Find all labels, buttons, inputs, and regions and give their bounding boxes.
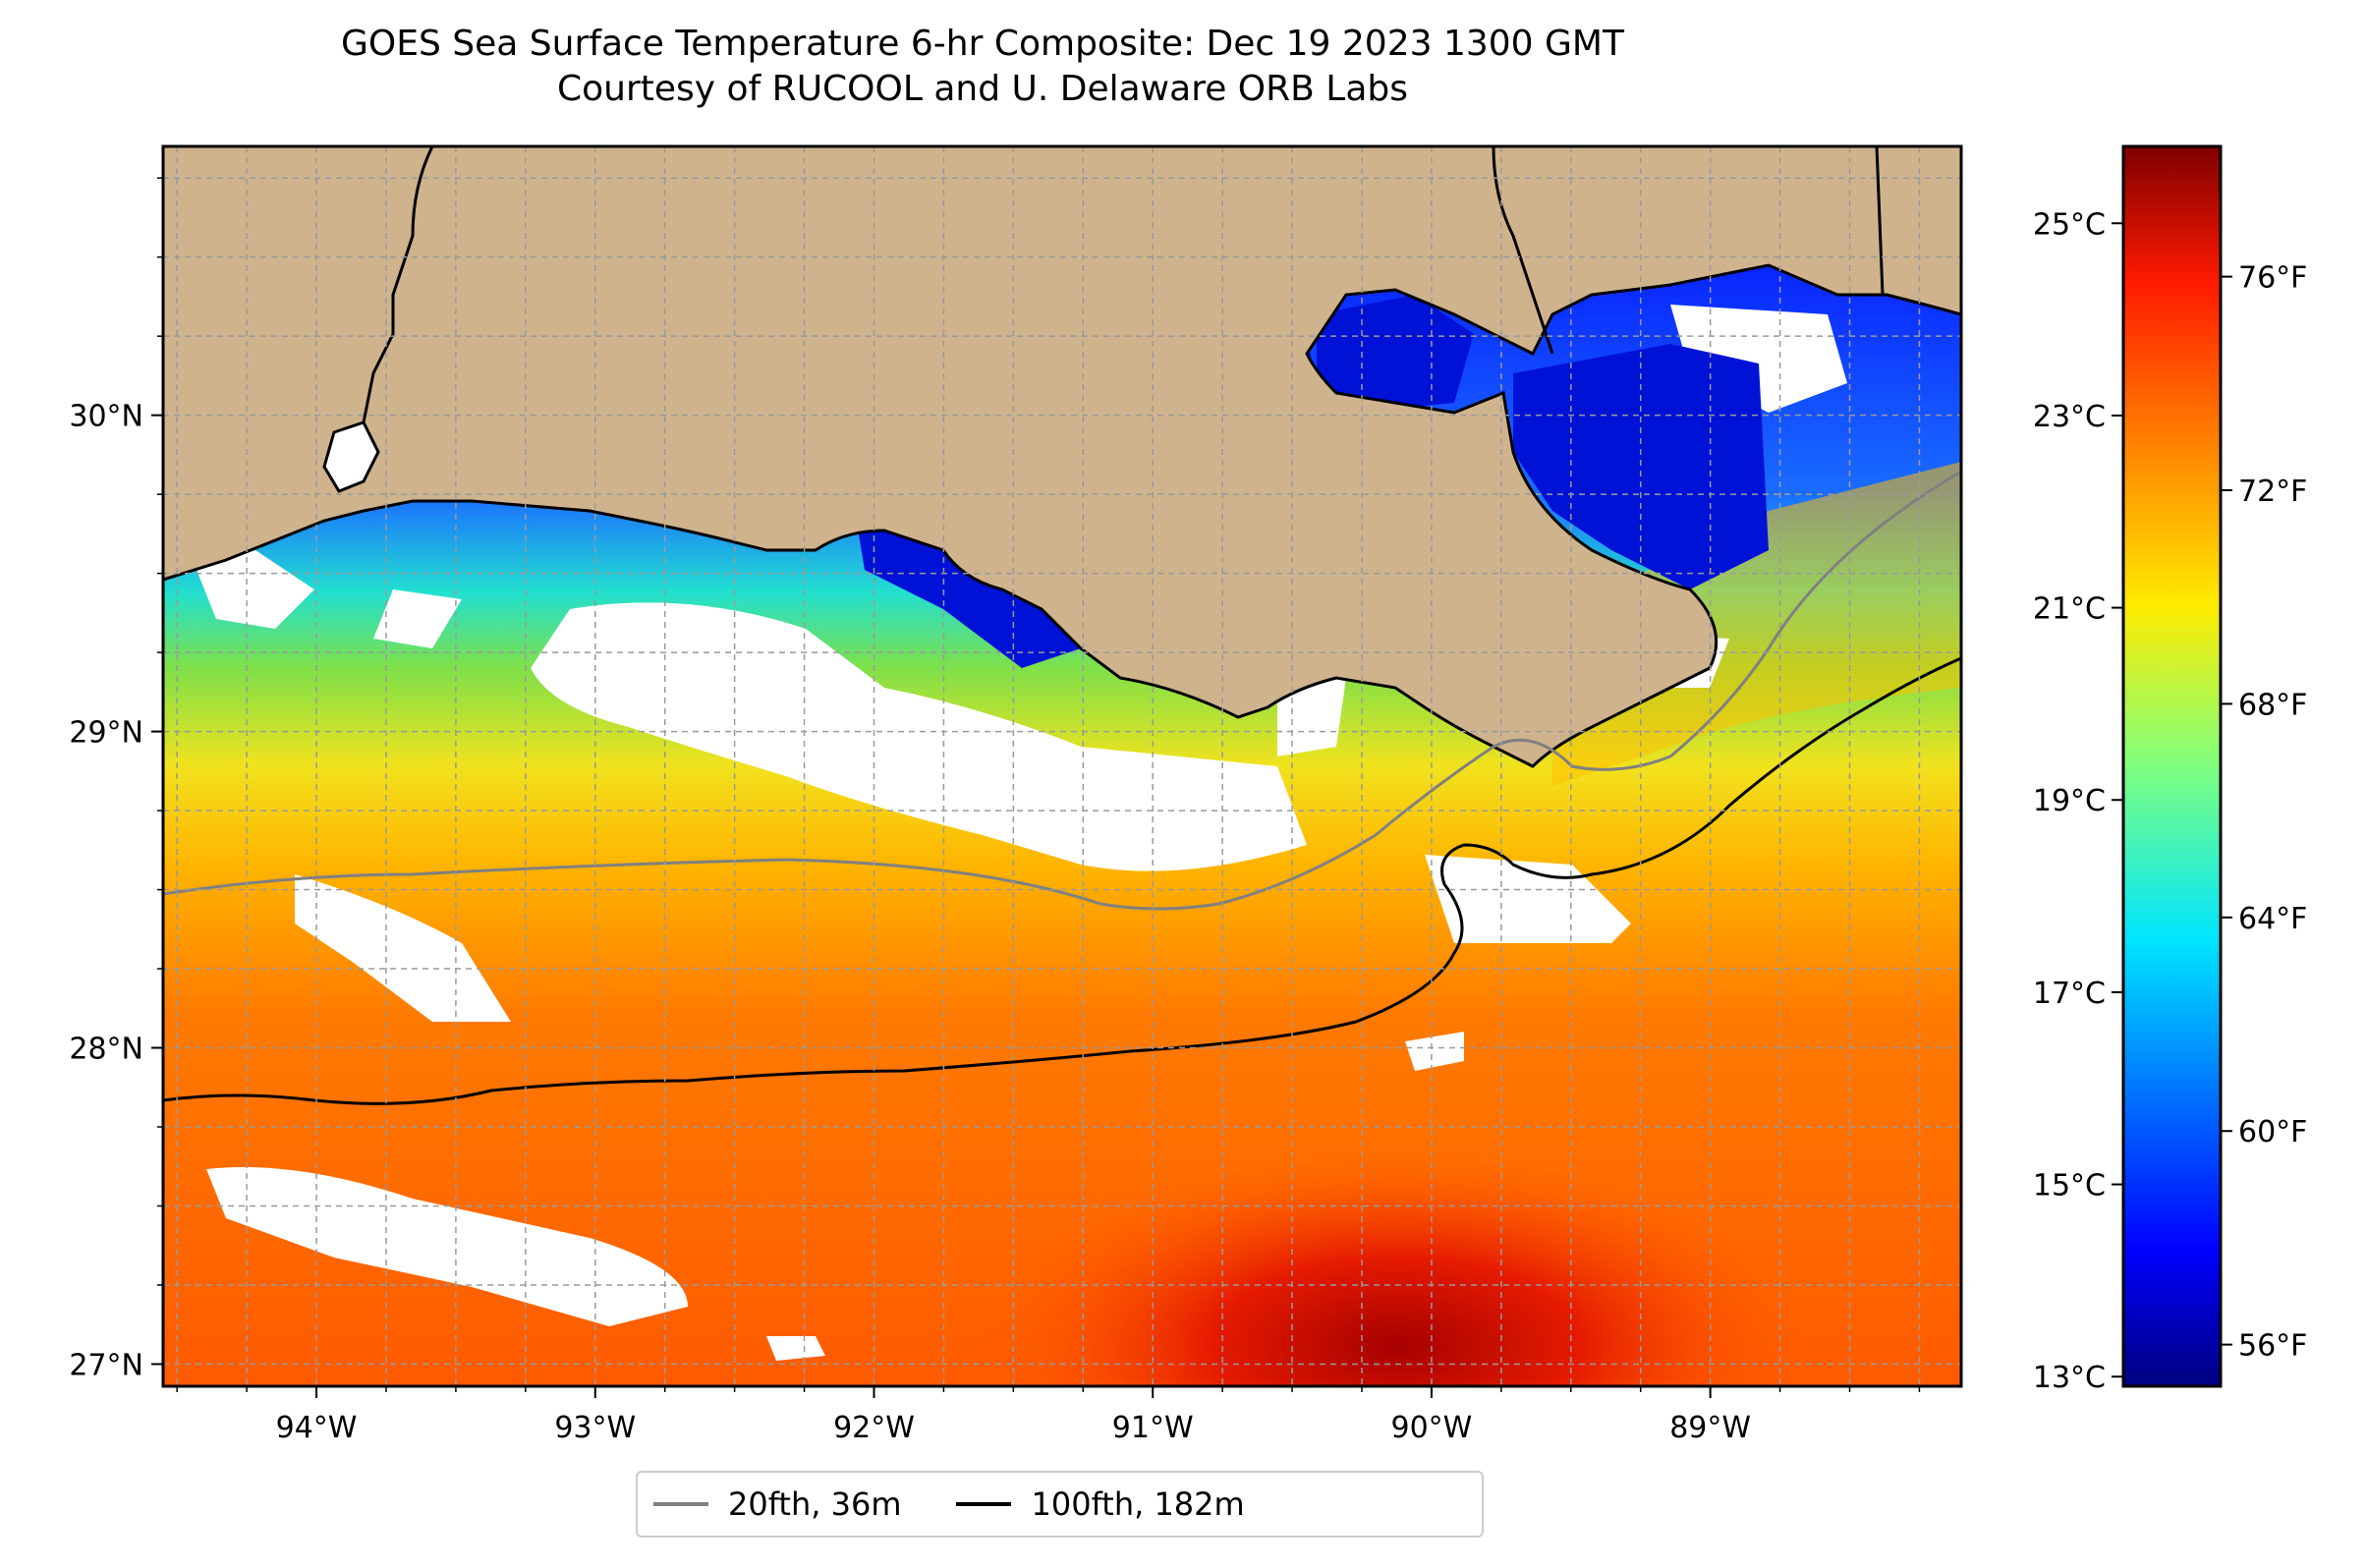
lon-tick-label: 91°W [1112, 1411, 1194, 1445]
fahrenheit-tick-label: 68°F [2238, 688, 2307, 722]
legend-label-20fth: 20fth, 36m [728, 1485, 902, 1523]
celsius-tick-label: 19°C [2033, 784, 2106, 818]
celsius-tick-label: 13°C [2033, 1361, 2106, 1395]
colorbar-fahrenheit-ticks: 76°F 72°F 68°F 64°F 60°F 56°F [2221, 261, 2307, 1364]
fahrenheit-tick-label: 56°F [2238, 1329, 2307, 1364]
land-mass [163, 146, 1961, 768]
isobath-100fth [163, 656, 1961, 1105]
lat-tick-label: 28°N [69, 1033, 143, 1067]
lon-tick-label: 94°W [276, 1411, 358, 1445]
state-border-east [1875, 146, 1885, 296]
fahrenheit-tick-label: 60°F [2238, 1115, 2307, 1149]
fahrenheit-tick-label: 76°F [2238, 261, 2307, 296]
legend: 20fth, 36m 100fth, 182m [636, 1471, 1484, 1538]
legend-swatch-20fth [653, 1502, 708, 1506]
title-line-1: GOES Sea Surface Temperature 6-hr Compos… [341, 24, 1624, 64]
lat-tick-label: 29°N [69, 716, 143, 751]
fahrenheit-tick-label: 72°F [2238, 475, 2307, 509]
isobath-20fth [163, 470, 1961, 911]
celsius-tick-label: 15°C [2033, 1169, 2106, 1204]
celsius-tick-label: 21°C [2033, 592, 2106, 627]
warm-core [983, 1110, 1808, 1386]
colorbar [2121, 144, 2223, 1388]
lat-tick-label: 30°N [69, 400, 143, 434]
lon-tick-label: 92°W [833, 1411, 915, 1445]
lat-tick-group: 30°N 29°N 28°N 27°N [69, 177, 163, 1382]
legend-label-100fth: 100fth, 182m [1031, 1485, 1245, 1523]
state-border-west [362, 146, 434, 423]
celsius-tick-label: 17°C [2033, 977, 2106, 1011]
lon-tick-group: 94°W 93°W 92°W 91°W 90°W 89°W [176, 1386, 1921, 1445]
lat-tick-label: 27°N [69, 1348, 143, 1382]
fahrenheit-tick-label: 64°F [2238, 902, 2307, 936]
colorbar-celsius-ticks: 25°C 23°C 21°C 19°C 17°C 15°C 13°C [2033, 207, 2123, 1395]
celsius-tick-label: 25°C [2033, 207, 2106, 242]
legend-item-20fth: 20fth, 36m [653, 1485, 901, 1523]
map-area [163, 146, 1961, 1386]
legend-item-100fth: 100fth, 182m [956, 1485, 1245, 1523]
lon-tick-label: 90°W [1391, 1411, 1473, 1445]
map-frame [161, 144, 1963, 1388]
lon-tick-label: 89°W [1669, 1411, 1751, 1445]
title-line-2: Courtesy of RUCOOL and U. Delaware ORB L… [556, 69, 1409, 109]
celsius-tick-label: 23°C [2033, 400, 2106, 434]
gridlines [163, 146, 1961, 1386]
legend-swatch-100fth [956, 1502, 1012, 1506]
lon-tick-label: 93°W [554, 1411, 636, 1445]
map-title: GOES Sea Surface Temperature 6-hr Compos… [0, 22, 1965, 112]
